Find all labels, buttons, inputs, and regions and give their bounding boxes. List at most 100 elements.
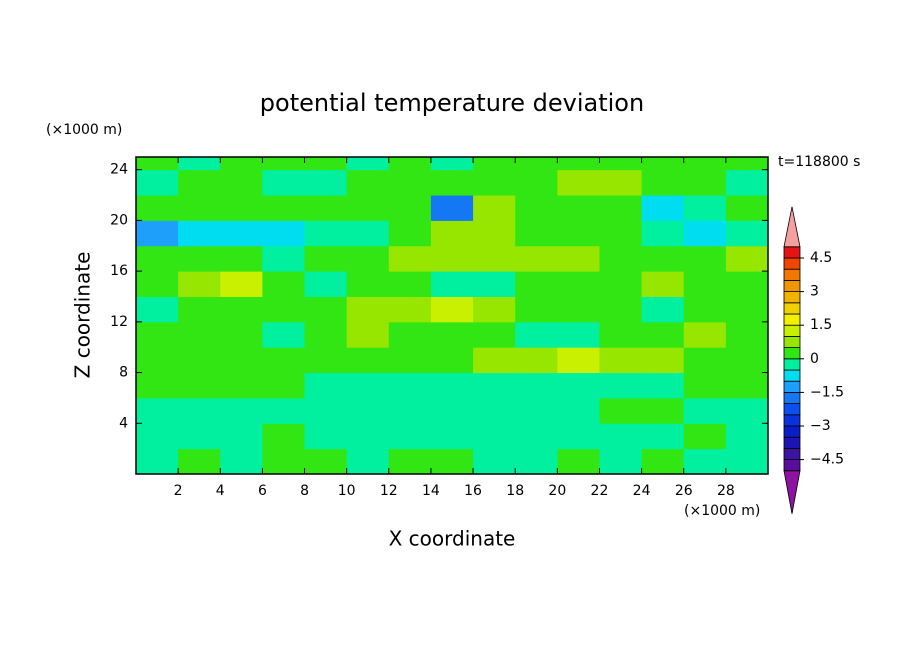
field-cell <box>599 372 643 399</box>
field-cell <box>220 321 263 348</box>
colorbar-box <box>783 447 801 460</box>
field-cell <box>725 372 768 399</box>
field-cell <box>220 397 263 424</box>
field-cell <box>304 271 348 297</box>
field-cell <box>136 372 179 399</box>
colorbar-tick-label: 1.5 <box>810 317 832 333</box>
x-tick-label: 18 <box>506 483 524 499</box>
field-cell <box>473 321 516 348</box>
field-cell <box>557 321 600 348</box>
field-cell <box>515 157 558 171</box>
field-cell <box>683 397 727 424</box>
field-cell <box>346 448 390 474</box>
field-cell <box>388 195 432 221</box>
field-cell <box>515 169 558 196</box>
field-cell <box>473 296 516 323</box>
field-cell <box>725 347 768 374</box>
field-cell <box>557 423 600 450</box>
y-tick-label: 4 <box>119 415 128 431</box>
colorbar-box <box>783 257 801 270</box>
y-tick-label: 20 <box>110 212 128 228</box>
chart-title: potential temperature deviation <box>260 89 644 117</box>
field-cell <box>515 296 558 323</box>
field-cell <box>346 397 390 424</box>
field-cell <box>304 423 348 450</box>
x-tick-label: 26 <box>675 483 693 499</box>
field-cell <box>220 296 263 323</box>
field-cell <box>599 347 643 374</box>
colorbar-tick-label: −1.5 <box>810 384 844 400</box>
x-tick-label: 8 <box>300 483 309 499</box>
field-cell <box>599 195 643 221</box>
field-cell <box>515 372 558 399</box>
field-cell <box>557 245 600 272</box>
field-cell <box>262 220 306 247</box>
field-cell <box>220 157 263 171</box>
field-cell <box>683 448 727 474</box>
colorbar-box <box>783 268 801 281</box>
field-cell <box>178 423 221 450</box>
field-cell <box>304 157 348 171</box>
plot-frame <box>135 156 769 475</box>
field-cell <box>430 448 474 474</box>
field-cell <box>430 220 474 247</box>
field-cell <box>136 321 179 348</box>
field-cell <box>725 423 768 450</box>
field-cell <box>515 423 558 450</box>
field-cell <box>388 220 432 247</box>
field-cell <box>515 195 558 221</box>
field-cell <box>178 296 221 323</box>
y-tick-label: 24 <box>110 162 128 178</box>
field-cell <box>262 423 306 450</box>
field-cell <box>641 169 685 196</box>
field-cell <box>683 372 727 399</box>
field-cell <box>262 347 306 374</box>
field-cell <box>136 296 179 323</box>
field-cell <box>346 271 390 297</box>
field-cell <box>346 423 390 450</box>
colorbar-box <box>783 414 801 427</box>
colorbar-box <box>783 369 801 382</box>
field-cell <box>136 169 179 196</box>
field-cell <box>346 321 390 348</box>
field-cell <box>473 195 516 221</box>
colorbar-box <box>783 279 801 292</box>
field-cell <box>388 397 432 424</box>
field-cell <box>388 271 432 297</box>
field-cell <box>473 372 516 399</box>
field-cell <box>430 397 474 424</box>
field-cell <box>641 296 685 323</box>
field-cell <box>178 195 221 221</box>
field-cell <box>725 271 768 297</box>
y-unit: (×1000 m) <box>46 122 122 138</box>
field-cell <box>388 321 432 348</box>
field-cell <box>346 157 390 171</box>
field-cell <box>220 169 263 196</box>
field-cell <box>430 296 474 323</box>
colorbar-tick-label: 4.5 <box>810 250 832 266</box>
field-cell <box>262 271 306 297</box>
field-cell <box>220 372 263 399</box>
field-cell <box>473 397 516 424</box>
x-tick-label: 12 <box>380 483 398 499</box>
field-cell <box>557 169 600 196</box>
field-cell <box>136 423 179 450</box>
field-cell <box>346 169 390 196</box>
field-cell <box>388 157 432 171</box>
field-cell <box>304 347 348 374</box>
field-cell <box>641 321 685 348</box>
colorbar-tick-label: 3 <box>810 284 819 300</box>
colorbar-box <box>783 436 801 449</box>
field-cell <box>220 271 263 297</box>
field-cell <box>304 321 348 348</box>
field-cell <box>557 271 600 297</box>
field-cell <box>557 448 600 474</box>
colorbar-box <box>783 313 801 326</box>
colorbar-tick-label: 0 <box>810 351 819 367</box>
x-tick-label: 10 <box>338 483 356 499</box>
field-cell <box>136 448 179 474</box>
field-cell <box>178 321 221 348</box>
y-axis-label: Z coordinate <box>71 252 95 379</box>
field-cell <box>599 157 643 171</box>
